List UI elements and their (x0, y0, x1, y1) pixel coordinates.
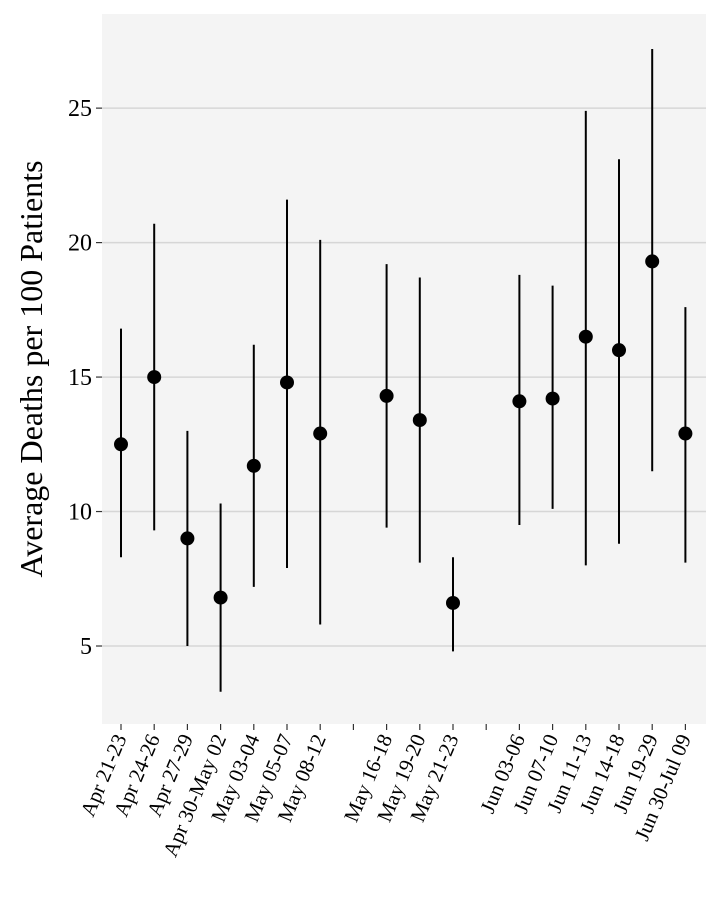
grid-lines (102, 107, 706, 647)
x-axis-ticks (120, 724, 687, 730)
data-point (612, 343, 626, 358)
data-point (678, 426, 693, 441)
plot-panel (102, 14, 706, 724)
data-point (545, 391, 560, 406)
y-tick-labels: 5 10 15 20 25 (68, 96, 92, 660)
data-point (213, 590, 228, 605)
data-point (512, 394, 527, 409)
y-tick-label: 15 (68, 365, 92, 391)
data-point (379, 388, 394, 403)
data-points (114, 254, 693, 610)
data-point (147, 370, 162, 385)
data-point (446, 595, 460, 610)
data-point (412, 413, 427, 428)
data-point (578, 329, 593, 344)
data-point (246, 458, 261, 473)
y-axis-title: Average Deaths per 100 Patients (13, 160, 49, 577)
data-point (645, 254, 660, 269)
data-point (280, 375, 294, 390)
data-point (114, 437, 128, 452)
y-tick-label: 20 (68, 231, 92, 257)
y-tick-label: 5 (80, 634, 92, 660)
data-point (313, 426, 328, 441)
data-point (180, 531, 195, 546)
y-tick-label: 10 (68, 500, 92, 526)
y-tick-label: 25 (68, 96, 92, 122)
y-axis-ticks (96, 107, 102, 647)
